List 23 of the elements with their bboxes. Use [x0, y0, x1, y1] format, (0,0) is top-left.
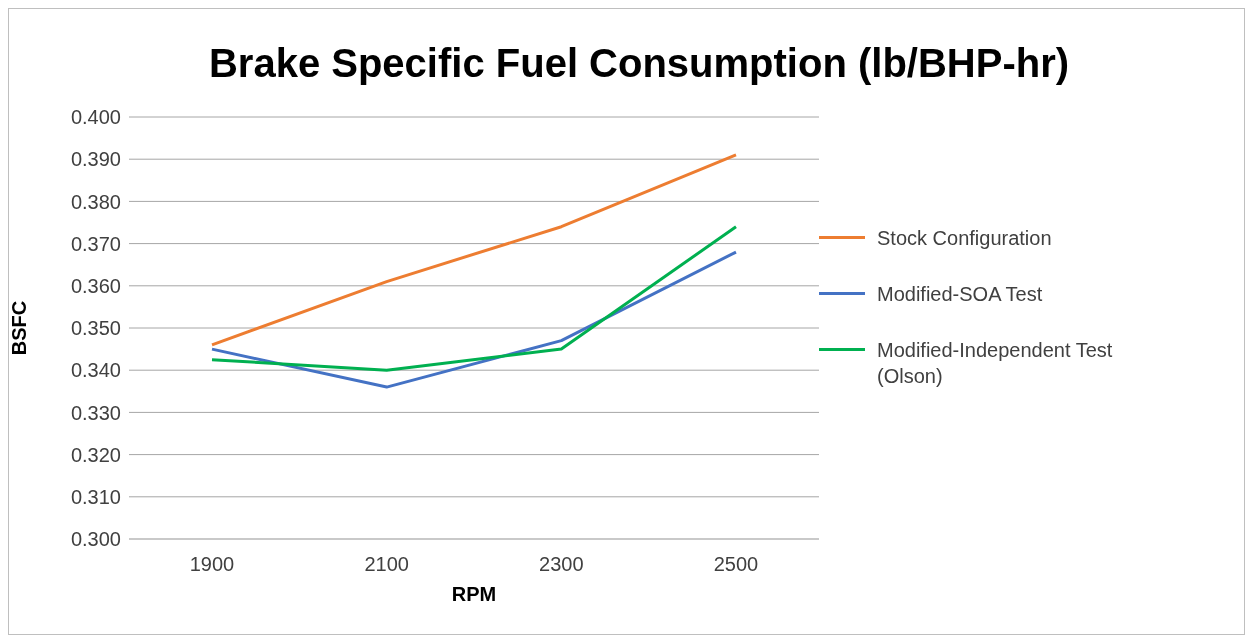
y-tick-label: 0.300: [70, 528, 121, 551]
chart-title: Brake Specific Fuel Consumption (lb/BHP-hr): [207, 41, 1071, 86]
x-tick-label: 1900: [189, 553, 235, 576]
x-axis-title: RPM: [451, 583, 497, 605]
y-tick-label: 0.390: [70, 148, 121, 171]
y-axis-title: BSFC: [8, 300, 31, 356]
y-tick-label: 0.310: [70, 485, 121, 508]
legend-label: Stock Configuration: [877, 225, 1052, 251]
line-series: [210, 153, 738, 347]
y-tick-label: 0.370: [70, 232, 121, 255]
y-tick-label: 0.320: [70, 443, 121, 466]
y-tick-label: 0.360: [70, 274, 121, 297]
x-tick-label: 2100: [364, 553, 409, 576]
y-tick-label: 0.350: [70, 317, 121, 340]
y-tick-label: 0.330: [70, 401, 121, 424]
y-tick-label: 0.380: [70, 190, 121, 213]
x-tick-label: 2500: [713, 553, 759, 576]
x-tick-label: 2300: [539, 553, 584, 576]
y-tick-label: 0.340: [70, 359, 121, 382]
legend-label: Modified-SOA Test: [877, 281, 1043, 307]
line-series: [210, 225, 738, 372]
y-tick-label: 0.400: [70, 106, 121, 129]
legend-label: Modified-Independent Test (Olson): [877, 337, 1114, 389]
